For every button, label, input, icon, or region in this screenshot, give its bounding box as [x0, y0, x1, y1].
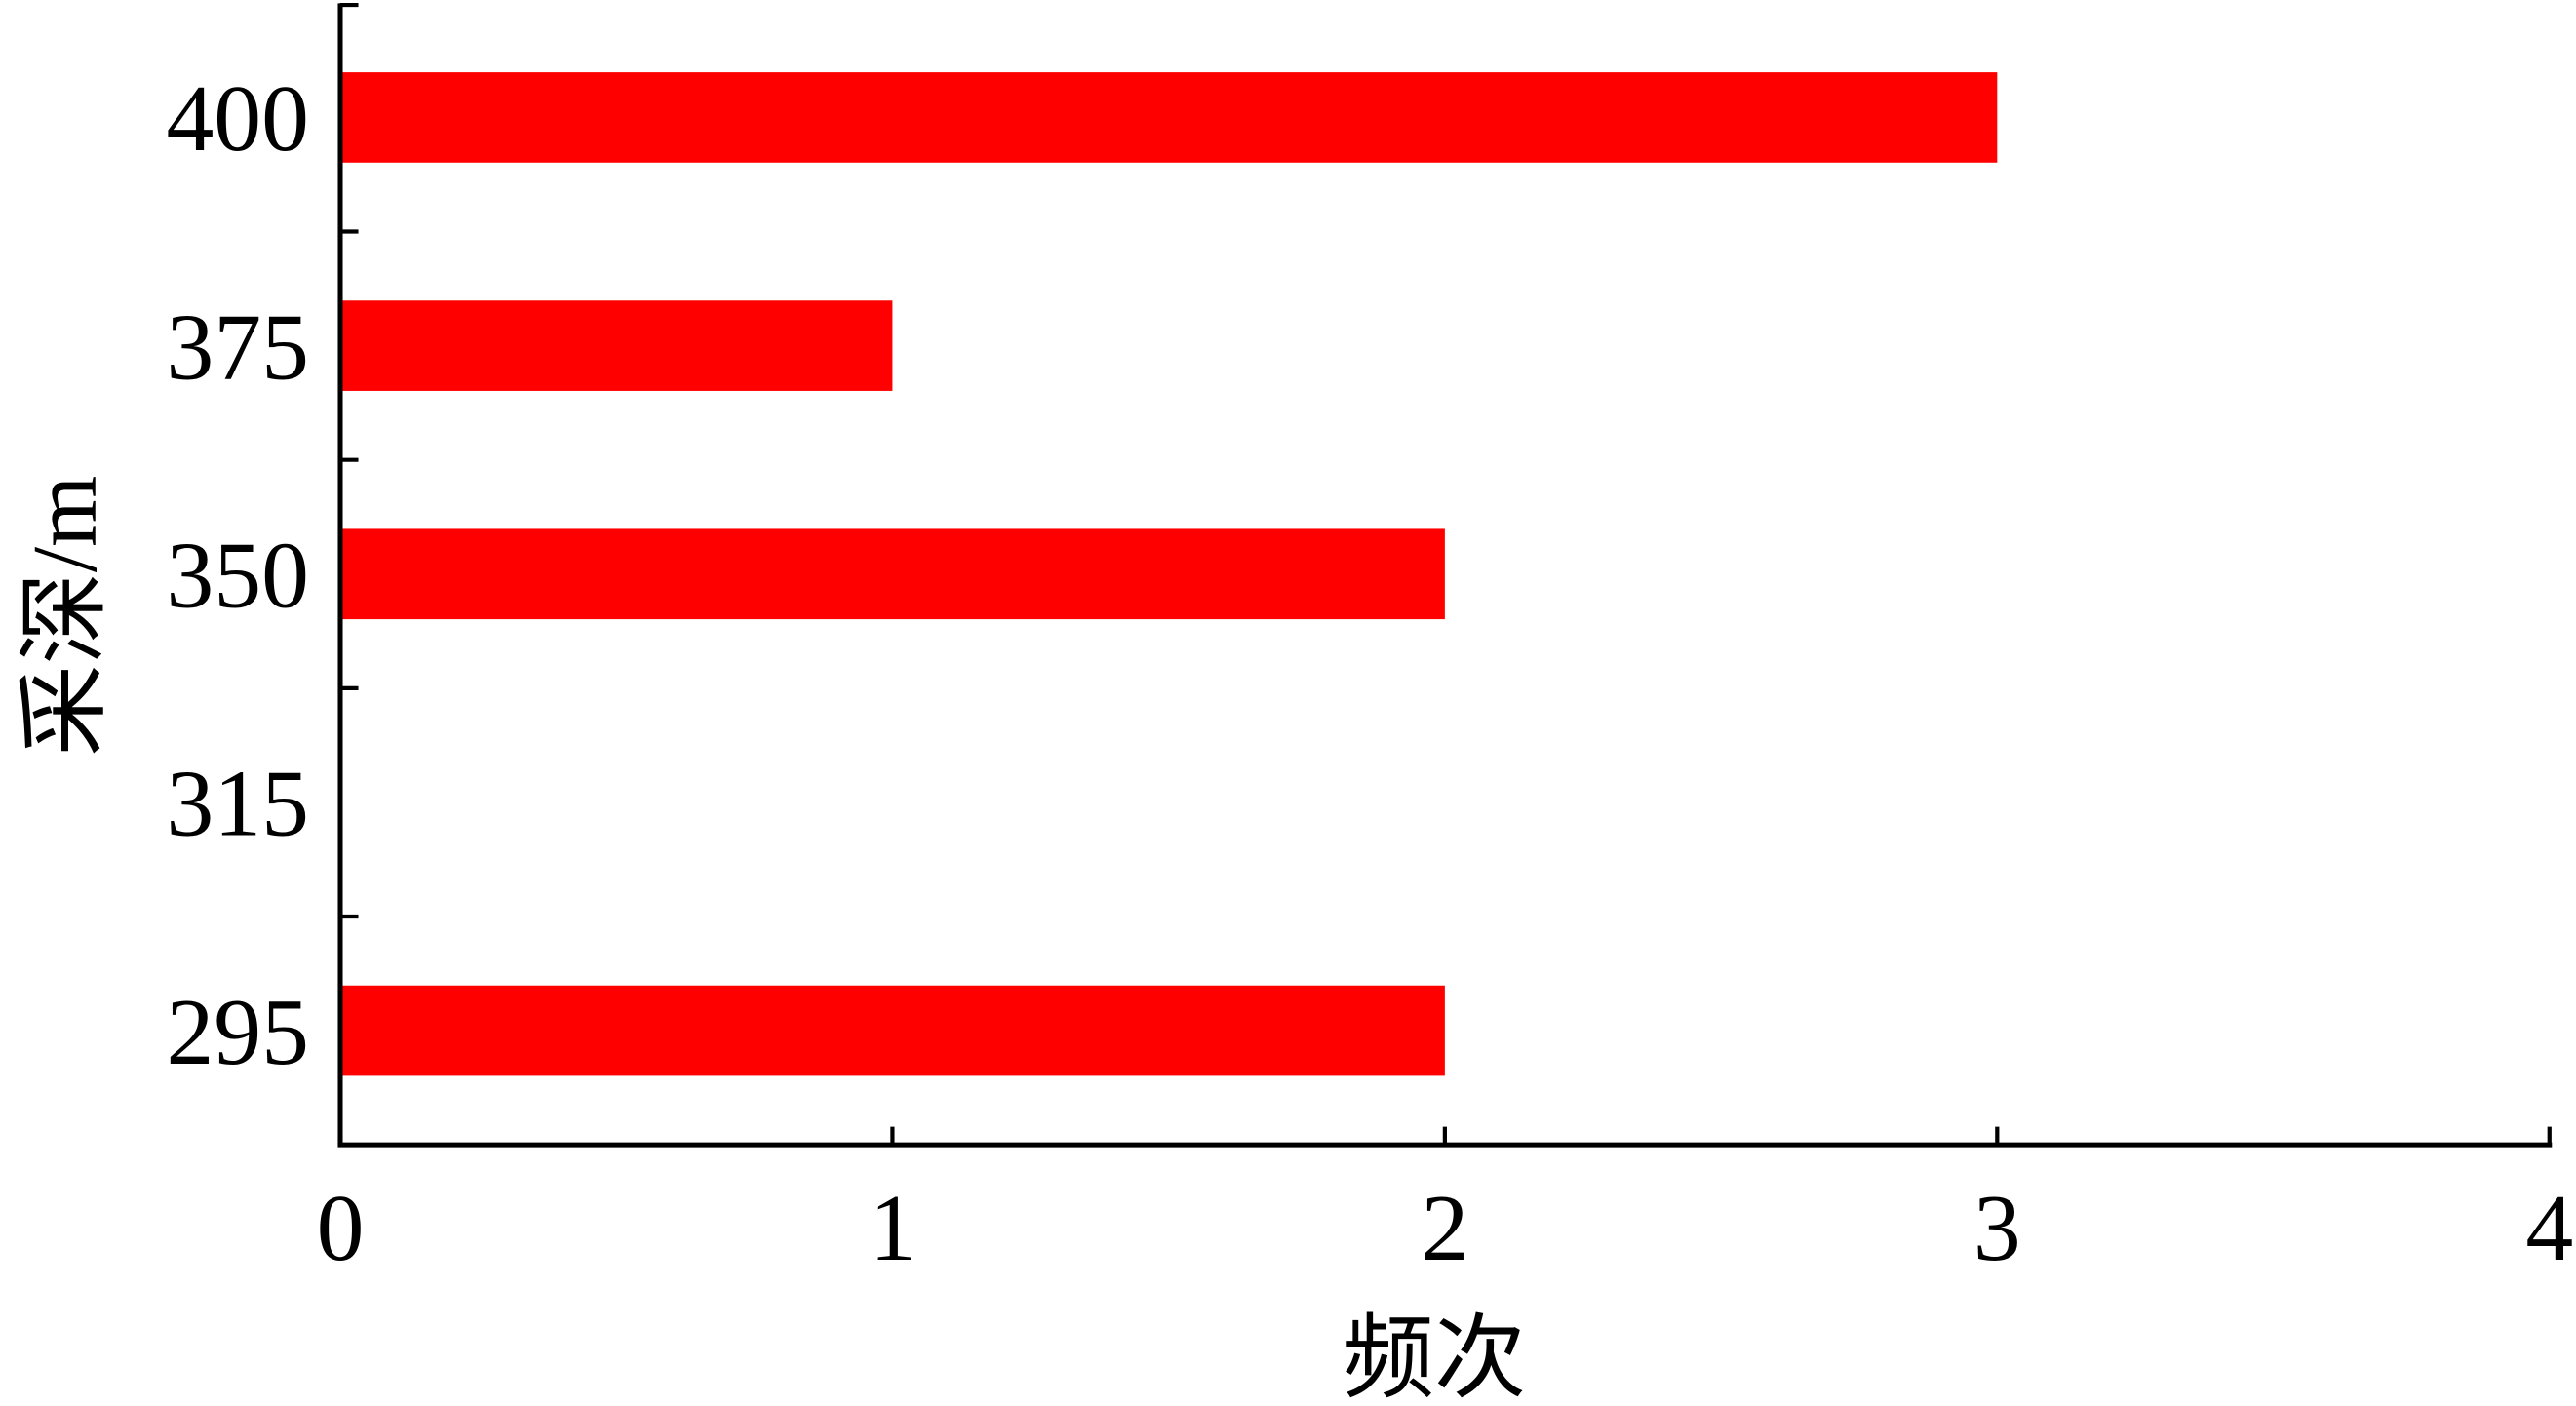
x-tick-label-2: 2 [1421, 1176, 1468, 1281]
x-tick-label-3: 3 [1973, 1176, 2021, 1281]
bar-350 [339, 528, 1445, 620]
bar-375 [339, 300, 893, 391]
y-tick-label-375: 375 [166, 294, 309, 400]
y-tick-label-350: 350 [166, 523, 309, 628]
y-tick-label-400: 400 [166, 66, 309, 172]
y-axis-label: 采深/m [15, 476, 116, 757]
x-tick-label-1: 1 [869, 1176, 917, 1281]
axes-group [337, 2, 2553, 1148]
y-tick-label-315: 315 [166, 752, 309, 857]
x-axis-label: 频次 [1343, 1308, 1527, 1406]
x-tick-label-4: 4 [2525, 1176, 2573, 1281]
x-tick-label-0: 0 [317, 1176, 365, 1281]
bars-group [339, 72, 1998, 1076]
bar-295 [339, 985, 1445, 1076]
bar-400 [339, 72, 1998, 163]
y-tick-label-295: 295 [166, 980, 309, 1085]
